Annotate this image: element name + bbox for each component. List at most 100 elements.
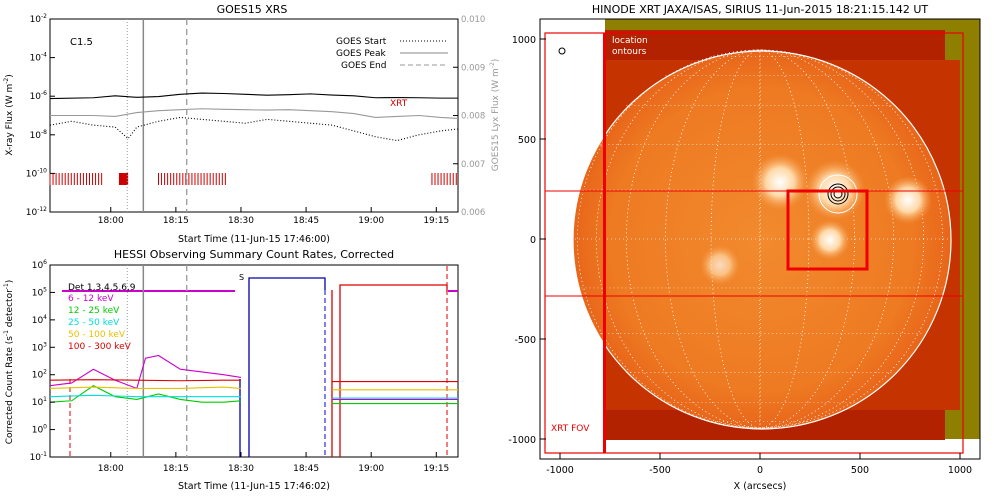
goes-y2-tick-label: 0.008 [461,112,485,122]
hessi-panel: HESSI Observing Summary Count Rates, Cor… [3,248,459,492]
xrt-helio-grid [571,49,949,429]
xrt-contour-2 [830,186,846,202]
goes-y2-tick-label: 0.009 [461,63,485,73]
xrt-bright-region-4 [810,220,850,260]
goes-legend-peak: GOES Peak [336,49,386,59]
hessi-detectors: Det 1,3,4,5,6,9 [68,283,136,293]
goes-y-label-sup: -2 [3,78,10,84]
xrt-bright-region-5 [700,245,740,285]
xrt-grid-lon [626,49,894,429]
goes-y2-label: GOES15 Lyx Flux (W m-2) [489,59,501,172]
hessi-y-tick-label: 106 [32,259,47,271]
hessi-legend-50-100: 50 - 100 keV [68,330,126,340]
xrt-fov-left-edge [603,33,606,453]
hessi-legend-100-300: 100 - 300 keV [68,342,132,352]
xrt-panel: HINODE XRT JAXA/ISAS, SIRIUS 11-Jun-2015… [508,3,981,492]
goes-x-tick-label: 18:15 [163,216,189,226]
goes-x-tick-label: 18:30 [228,216,254,226]
hessi-legend-6-12: 6 - 12 keV [68,294,114,304]
hessi-x-tick-label: 18:30 [228,464,254,474]
hessi-y-tick-label: 105 [32,286,47,298]
hessi-event-markers [126,265,188,457]
hessi-y-tick-label: 103 [32,341,47,353]
goes-legend-end: GOES End [341,61,386,71]
xrt-x-ticks: -1000 -500 0 500 1000 [546,453,972,476]
goes-y-tick-label: 10-2 [30,13,48,25]
goes-y-label-end: ) [5,74,15,78]
goes-y2-label-end: ) [491,59,501,63]
hessi-x-tick-label: 19:15 [423,464,449,474]
hessi-x-ticks: 18:00 18:15 18:30 18:45 19:00 19:15 [98,452,449,474]
goes-y-tick-label: 10-12 [26,206,47,218]
hessi-series-line-2 [49,394,241,398]
goes-x-tick-label: 19:00 [358,216,384,226]
hessi-legend-25-50: 25 - 50 keV [68,318,120,328]
goes-y-ticks: 10-2 10-4 10-6 10-8 10-10 10-12 [26,13,55,218]
xrt-marker-circle [558,47,566,55]
xrt-x-tick-label: 0 [757,465,763,476]
xrt-grid-lon [595,49,925,429]
xrt-x-tick-label: -500 [649,465,671,476]
goes-y-tick-label: 10-8 [30,129,48,141]
xrt-y-tick-label: -1000 [508,435,536,446]
hessi-y-label-mid: detector [5,289,15,330]
xrt-image [540,19,980,459]
goes-y-tick-label: 10-4 [30,52,48,64]
goes-y2-tick-label: 0.007 [461,160,485,170]
xrt-location-label: location [612,36,648,46]
xrt-y-tick-label: 0 [530,235,536,246]
hessi-legend: Det 1,3,4,5,6,9 6 - 12 keV 12 - 25 keV 2… [68,283,136,352]
xrt-contours-label: ontours [612,47,647,57]
xrt-contour-1 [827,183,849,205]
xrt-grid-lon [665,49,855,429]
hessi-x-tick-label: 18:00 [98,464,124,474]
hessi-y-label-sup2: -1 [3,283,10,289]
xrt-y-tick-label: -500 [514,335,536,346]
hessi-y-tick-label: 100 [32,424,47,436]
xrt-x-tick-label: 500 [851,465,869,476]
hessi-y-tick-label: 104 [32,314,47,326]
hessi-series-line-3 [49,386,242,389]
goes-y-label-main: X-ray Flux (W m [5,84,15,156]
hessi-title: HESSI Observing Summary Count Rates, Cor… [114,248,394,261]
hessi-x-tick-label: 19:00 [358,464,384,474]
hessi-legend-12-25: 12 - 25 keV [68,306,120,316]
goes-y-label: X-ray Flux (W m-2) [3,74,15,155]
xrt-y-tick-label: 1000 [512,35,536,46]
xrt-x-tick-label: 1000 [948,465,972,476]
xrt-x-tick-label: -1000 [546,465,574,476]
hessi-plot-frame [49,264,459,458]
goes-y-tick-label: 10-6 [30,90,48,102]
goes-x-label: Start Time (11-Jun-15 17:46:00) [178,234,330,245]
xrt-y-ticks: 1000 500 0 -500 -1000 [508,35,546,446]
xrt-contour-4 [818,174,858,214]
goes-panel: GOES15 XRS 18:00 18:15 18:30 18:45 19:00 19:1… [3,3,501,245]
xrt-y-tick-label: 500 [518,135,536,146]
hessi-y-ticks: 106 105 104 103 102 101 100 10-1 [30,259,55,463]
xrt-fov-label: XRT FOV [551,424,590,434]
goes-y-tick-label: 10-10 [26,167,47,179]
goes-x-tick-label: 19:15 [423,216,449,226]
hessi-series [49,354,458,405]
goes-y2-tick-label: 0.010 [461,15,485,25]
hessi-series-line-4 [49,379,241,382]
goes-series-line-2 [49,116,459,142]
goes-series-line-0 [49,92,458,100]
goes-y2-label-sup: -2 [489,62,496,68]
hessi-y-label-end: ) [5,280,15,284]
hessi-y-tick-label: 102 [32,369,47,381]
xrt-bright-region-3 [884,176,932,224]
hessi-y-label: Corrected Count Rate (s-1 detector-1) [3,280,15,445]
goes-series [49,92,459,142]
hessi-series-line-0 [49,354,242,390]
xrt-grid-lon [759,49,761,429]
xrt-bright-region-1 [752,154,808,210]
goes-y2-ticks: 0.010 0.009 0.008 0.007 0.006 [453,15,485,218]
goes-x-tick-label: 18:45 [293,216,319,226]
goes-plot-frame [49,18,459,213]
xrt-title: HINODE XRT JAXA/ISAS, SIRIUS 11-Jun-2015… [592,3,929,16]
hessi-saa-label: S [239,273,244,282]
goes-title: GOES15 XRS [217,3,288,16]
xrt-grid-lon [710,49,810,429]
